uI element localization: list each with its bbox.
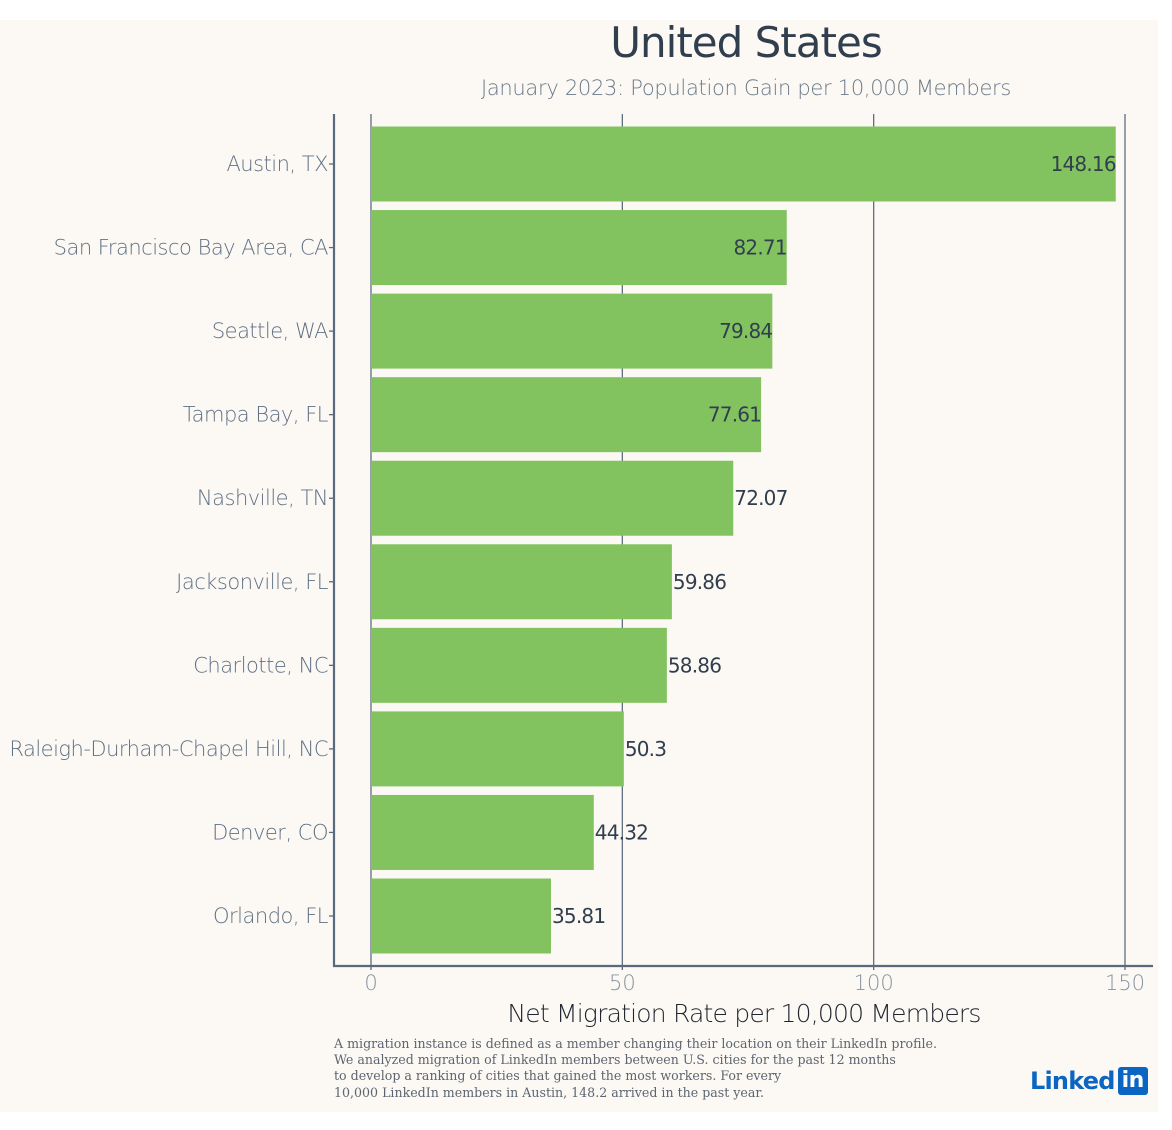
chart-subtitle: January 2023: Population Gain per 10,000… [480, 76, 1012, 100]
y-category-label: Austin, TX [226, 152, 328, 176]
y-category-label: Tampa Bay, FL [183, 403, 329, 427]
bar-value-label: 77.61 [708, 403, 761, 427]
logo-wordmark: Linked [1030, 1067, 1115, 1095]
bar-value-label: 58.86 [668, 653, 721, 677]
bar [371, 627, 667, 703]
bar [371, 210, 787, 286]
bar [371, 711, 624, 787]
bar [371, 460, 734, 536]
x-tick-label: 0 [364, 971, 377, 995]
bar [371, 544, 672, 620]
linkedin-logo-icon: Linked in [1030, 1067, 1148, 1095]
bar [371, 293, 773, 369]
bar-value-label: 44.32 [595, 820, 648, 844]
bar [371, 878, 552, 954]
y-category-label: Jacksonville, FL [176, 570, 329, 594]
x-tick-label: 50 [609, 971, 636, 995]
x-tick-label: 150 [1105, 971, 1145, 995]
bar [371, 794, 594, 870]
bar [371, 377, 762, 453]
logo-in-box: in [1117, 1067, 1148, 1095]
bar-value-label: 148.16 [1051, 152, 1116, 176]
footnote-line: 10,000 LinkedIn members in Austin, 148.2… [334, 1084, 765, 1100]
bar-value-label: 35.81 [552, 904, 605, 928]
x-tick-label: 100 [854, 971, 894, 995]
y-category-label: Charlotte, NC [193, 653, 328, 677]
bar-value-label: 79.84 [719, 319, 772, 343]
footnote-line: We analyzed migration of LinkedIn member… [334, 1052, 896, 1068]
y-category-label: Orlando, FL [213, 904, 329, 928]
footnote-line: A migration instance is defined as a mem… [334, 1036, 937, 1051]
footnote-line: to develop a ranking of cities that gain… [334, 1068, 782, 1084]
labels: 0 50 100 150 Austin, TX 148.16 San Francisco B… [9, 152, 1145, 995]
footnote: A migration instance is defined as a mem… [334, 1036, 1034, 1101]
y-category-label: Denver, CO [212, 820, 328, 844]
y-category-label: Nashville, TN [197, 486, 328, 510]
bar-value-label: 72.07 [734, 486, 787, 510]
bar-value-label: 59.86 [673, 570, 726, 594]
bars [371, 126, 1116, 954]
x-axis-title: Net Migration Rate per 10,000 Members [507, 999, 980, 1028]
bar-value-label: 50.3 [625, 737, 666, 761]
y-category-label: Seattle, WA [212, 319, 328, 343]
chart-title: United States [610, 18, 882, 67]
bar-value-label: 82.71 [733, 236, 786, 260]
axes [329, 114, 1153, 970]
y-category-label: San Francisco Bay Area, CA [54, 236, 329, 260]
y-category-label: Raleigh-Durham-Chapel Hill, NC [9, 737, 328, 761]
bar [371, 126, 1116, 202]
